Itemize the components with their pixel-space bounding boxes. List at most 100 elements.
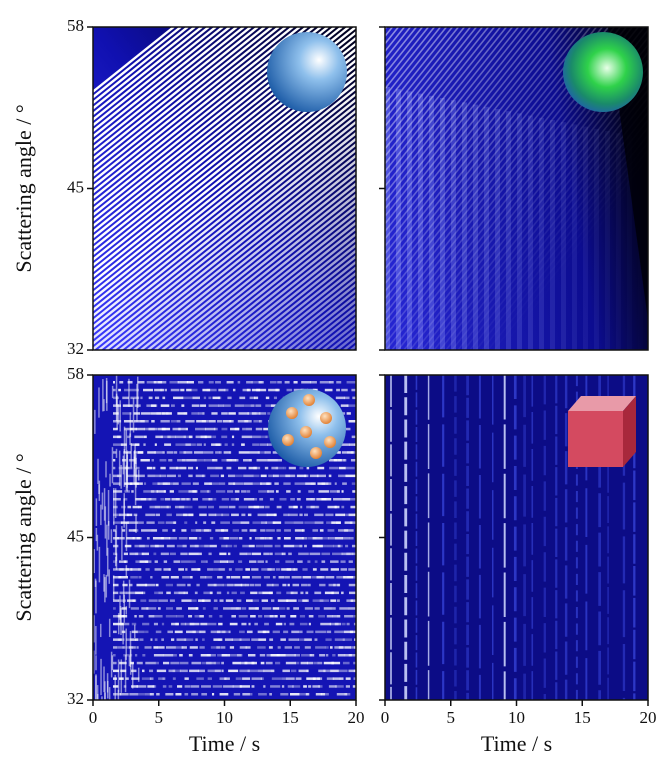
streak (108, 569, 110, 584)
stripe (196, 221, 356, 350)
streak (100, 658, 102, 696)
streak (209, 537, 214, 540)
streak (149, 505, 161, 509)
streak (95, 626, 97, 655)
streak (265, 560, 268, 563)
streak (224, 443, 228, 446)
streak (220, 474, 225, 478)
streak (265, 537, 272, 540)
streak (345, 677, 351, 680)
streak (200, 404, 207, 407)
streak (150, 544, 159, 548)
streak (351, 482, 356, 485)
streak (314, 521, 324, 524)
band (594, 128, 599, 350)
streak (344, 615, 354, 618)
streak (242, 576, 250, 579)
streak (160, 388, 163, 392)
streak (343, 459, 346, 462)
streak (296, 498, 301, 501)
stripe (189, 215, 356, 350)
streak (167, 630, 174, 634)
streak (127, 701, 133, 704)
streak (152, 482, 160, 485)
streak (270, 685, 281, 688)
streak (238, 560, 243, 563)
streak (114, 488, 117, 519)
streak (221, 529, 229, 532)
streak (188, 513, 194, 517)
streak (345, 427, 351, 431)
streak (165, 615, 177, 618)
streak (316, 576, 325, 579)
streak (104, 577, 106, 603)
streak (141, 529, 152, 532)
streak (177, 412, 188, 415)
streak (142, 591, 146, 595)
streak (113, 466, 116, 470)
streak (315, 646, 326, 649)
streak (165, 412, 169, 415)
streak (178, 427, 186, 431)
streak (192, 498, 199, 501)
band (550, 120, 555, 350)
streak (349, 443, 356, 446)
streak (213, 568, 225, 571)
streak (272, 521, 282, 524)
streak (162, 451, 165, 454)
streak (129, 552, 139, 556)
streak (241, 622, 247, 626)
streak (188, 537, 198, 540)
streak (242, 701, 250, 704)
streak (171, 498, 180, 501)
streak (117, 537, 125, 540)
streak (293, 505, 298, 509)
streak (354, 474, 356, 478)
streak (229, 537, 239, 540)
streak (120, 622, 130, 626)
stripe (203, 226, 356, 350)
streak (241, 607, 247, 610)
streak (115, 393, 118, 422)
streak (136, 646, 139, 649)
streak (223, 537, 229, 540)
streak (234, 427, 240, 431)
streak (113, 646, 118, 649)
streak (176, 615, 184, 618)
stripe (385, 27, 568, 256)
streak (331, 591, 340, 595)
streak (314, 607, 320, 610)
streak (248, 607, 259, 610)
streak (154, 505, 162, 509)
streak (221, 513, 230, 517)
streak (318, 685, 323, 688)
streak (136, 383, 138, 422)
streak (239, 638, 251, 641)
streak (135, 427, 145, 431)
streak (176, 466, 187, 470)
streak (328, 685, 337, 688)
streak (219, 505, 229, 509)
streak (106, 673, 109, 693)
streak (257, 560, 264, 563)
streak (262, 591, 273, 595)
streak (223, 685, 234, 688)
streak (163, 490, 167, 493)
streak (125, 568, 133, 571)
streak (346, 412, 351, 415)
particle-sphere-icon (268, 389, 346, 467)
streak (350, 498, 356, 501)
streak (221, 654, 231, 657)
streak (150, 638, 153, 641)
streak (335, 396, 346, 400)
streak (162, 396, 166, 400)
streak (340, 560, 346, 563)
streak (215, 381, 221, 384)
stripe (93, 114, 356, 329)
streak (278, 607, 286, 610)
streak (113, 443, 124, 446)
streak (130, 396, 140, 400)
streak (113, 669, 120, 673)
streak (250, 615, 256, 618)
streak (314, 513, 324, 517)
